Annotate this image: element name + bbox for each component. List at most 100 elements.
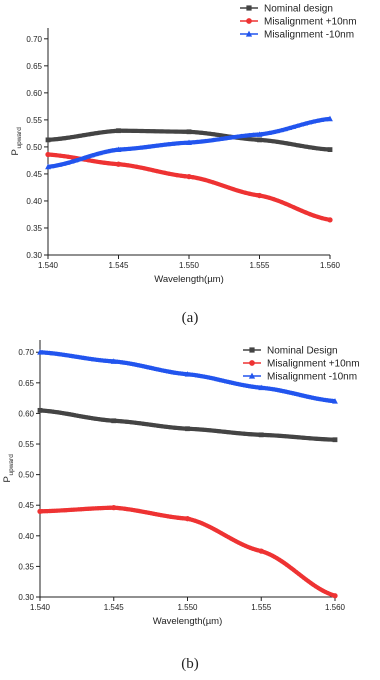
data-point [162,142,168,147]
data-point [299,208,304,213]
data-point [132,420,137,425]
data-point [256,192,263,199]
data-point [299,144,304,148]
data-point [231,430,236,435]
data-point [275,128,280,134]
data-point [190,427,195,431]
data-point [138,129,143,133]
y-tick-label: 0.40 [26,197,42,206]
data-point [93,416,98,421]
data-point [190,175,196,180]
data-point [154,143,160,148]
data-point [301,435,306,440]
data-point [231,134,236,140]
data-point [219,429,224,434]
data-point [175,426,180,430]
legend-marker [249,347,255,353]
data-point [204,428,209,432]
data-point [159,424,163,429]
data-point [219,182,224,188]
data-point [103,418,108,422]
series-2 [45,151,333,223]
data-point [243,431,248,436]
y-axis-title-main: P [2,476,13,482]
data-point [221,429,226,434]
data-point [120,419,125,424]
data-point [279,140,284,145]
data-point [110,129,115,134]
data-point [258,432,264,438]
legend-marker [249,360,255,366]
data-point [248,432,253,437]
data-point [294,435,299,440]
data-point [235,188,240,193]
data-point [106,148,111,154]
data-point [110,148,115,153]
data-point [142,129,147,133]
data-point [251,132,256,137]
y-tick-label: 0.35 [26,224,42,233]
data-point [40,408,45,413]
data-point [207,179,212,184]
x-tick-label: 1.545 [108,261,129,270]
data-point [144,422,149,427]
x-tick-label: 1.545 [104,603,125,612]
data-point [319,117,325,122]
y-tick-label: 0.50 [18,471,34,480]
data-point [279,434,284,438]
y-tick-label: 0.60 [26,89,42,98]
data-point [76,413,81,418]
data-point [323,437,328,442]
data-point [263,131,268,136]
legend-label: Nominal design [264,4,333,15]
data-point [184,371,191,377]
data-point [154,169,159,174]
data-point [158,129,163,134]
data-point [211,132,216,137]
data-point [37,407,43,413]
data-point [197,427,202,432]
data-point [308,436,313,441]
data-point [78,133,83,138]
data-point [283,141,288,146]
data-point [279,200,284,205]
data-point [138,145,143,150]
data-point [129,420,134,425]
data-point [67,412,71,417]
series-3 [37,349,338,404]
y-axis-title-sub: upward [16,127,23,149]
data-point [52,409,57,414]
legend-label: Misalignment -10nm [264,30,354,41]
data-point [163,424,168,429]
data-point [45,409,50,413]
data-point [192,427,197,431]
data-point [241,431,246,436]
data-point [212,428,216,433]
data-point [307,212,312,217]
data-point [161,424,166,429]
data-point [287,125,292,130]
data-point [215,181,220,186]
data-point [54,137,58,142]
data-point [247,137,252,141]
data-point [198,176,204,182]
data-point [105,418,110,423]
y-tick-label: 0.40 [18,532,34,541]
data-point [98,160,103,165]
data-point [98,417,103,422]
data-point [158,169,163,175]
data-point [315,214,321,220]
data-point [71,413,76,417]
data-point [127,420,132,424]
data-point [316,436,320,441]
data-point [229,430,233,435]
data-point [223,184,228,189]
data-point [231,187,236,192]
data-point [53,163,59,168]
data-point [186,129,192,135]
data-point [295,206,300,212]
data-point [306,436,311,441]
data-point [126,128,131,133]
data-point [185,426,190,432]
